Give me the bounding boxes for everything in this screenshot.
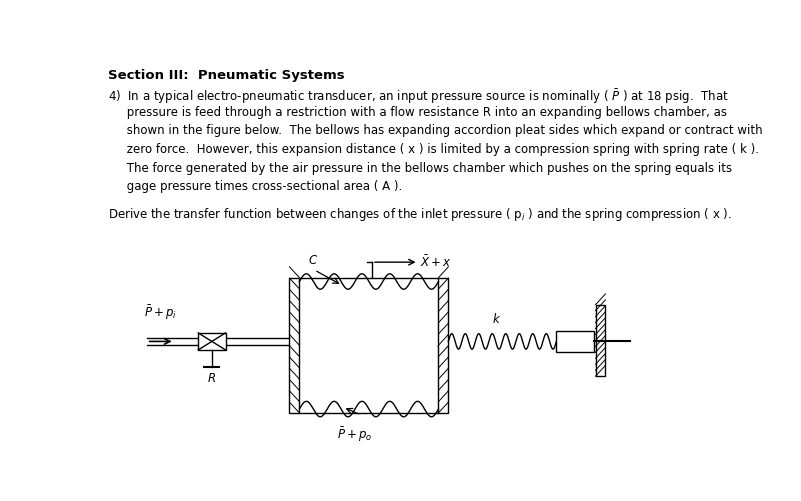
Bar (198, 333, 226, 350)
Text: $\bar{P}+p_o$: $\bar{P}+p_o$ (337, 425, 372, 443)
Text: shown in the figure below.  The bellows has expanding accordion pleat sides whic: shown in the figure below. The bellows h… (108, 124, 763, 137)
Text: Section III:  Pneumatic Systems: Section III: Pneumatic Systems (108, 69, 344, 82)
Text: gage pressure times cross-sectional area ( A ).: gage pressure times cross-sectional area… (108, 180, 402, 193)
Text: $A$: $A$ (437, 336, 446, 349)
Text: pressure is feed through a restriction with a flow resistance R into an expandin: pressure is feed through a restriction w… (108, 106, 727, 119)
Bar (595, 305, 606, 376)
Text: The force generated by the air pressure in the bellows chamber which pushes on t: The force generated by the air pressure … (108, 161, 732, 174)
Text: zero force.  However, this expansion distance ( x ) is limited by a compression : zero force. However, this expansion dist… (108, 143, 759, 156)
Text: Derive the transfer function between changes of the inlet pressure ( p$_i$ ) and: Derive the transfer function between cha… (108, 205, 732, 222)
Bar (438, 278, 449, 413)
Text: $\bar{P}+p_i$: $\bar{P}+p_i$ (143, 303, 177, 322)
Text: $\bar{X}+x$: $\bar{X}+x$ (420, 254, 452, 270)
Text: $C$: $C$ (308, 254, 318, 267)
Text: $R$: $R$ (207, 371, 216, 384)
Bar (557, 331, 594, 352)
Text: 4)  In a typical electro-pneumatic transducer, an input pressure source is nomin: 4) In a typical electro-pneumatic transd… (108, 87, 729, 106)
Bar (289, 278, 300, 413)
Text: $k$: $k$ (493, 312, 501, 326)
